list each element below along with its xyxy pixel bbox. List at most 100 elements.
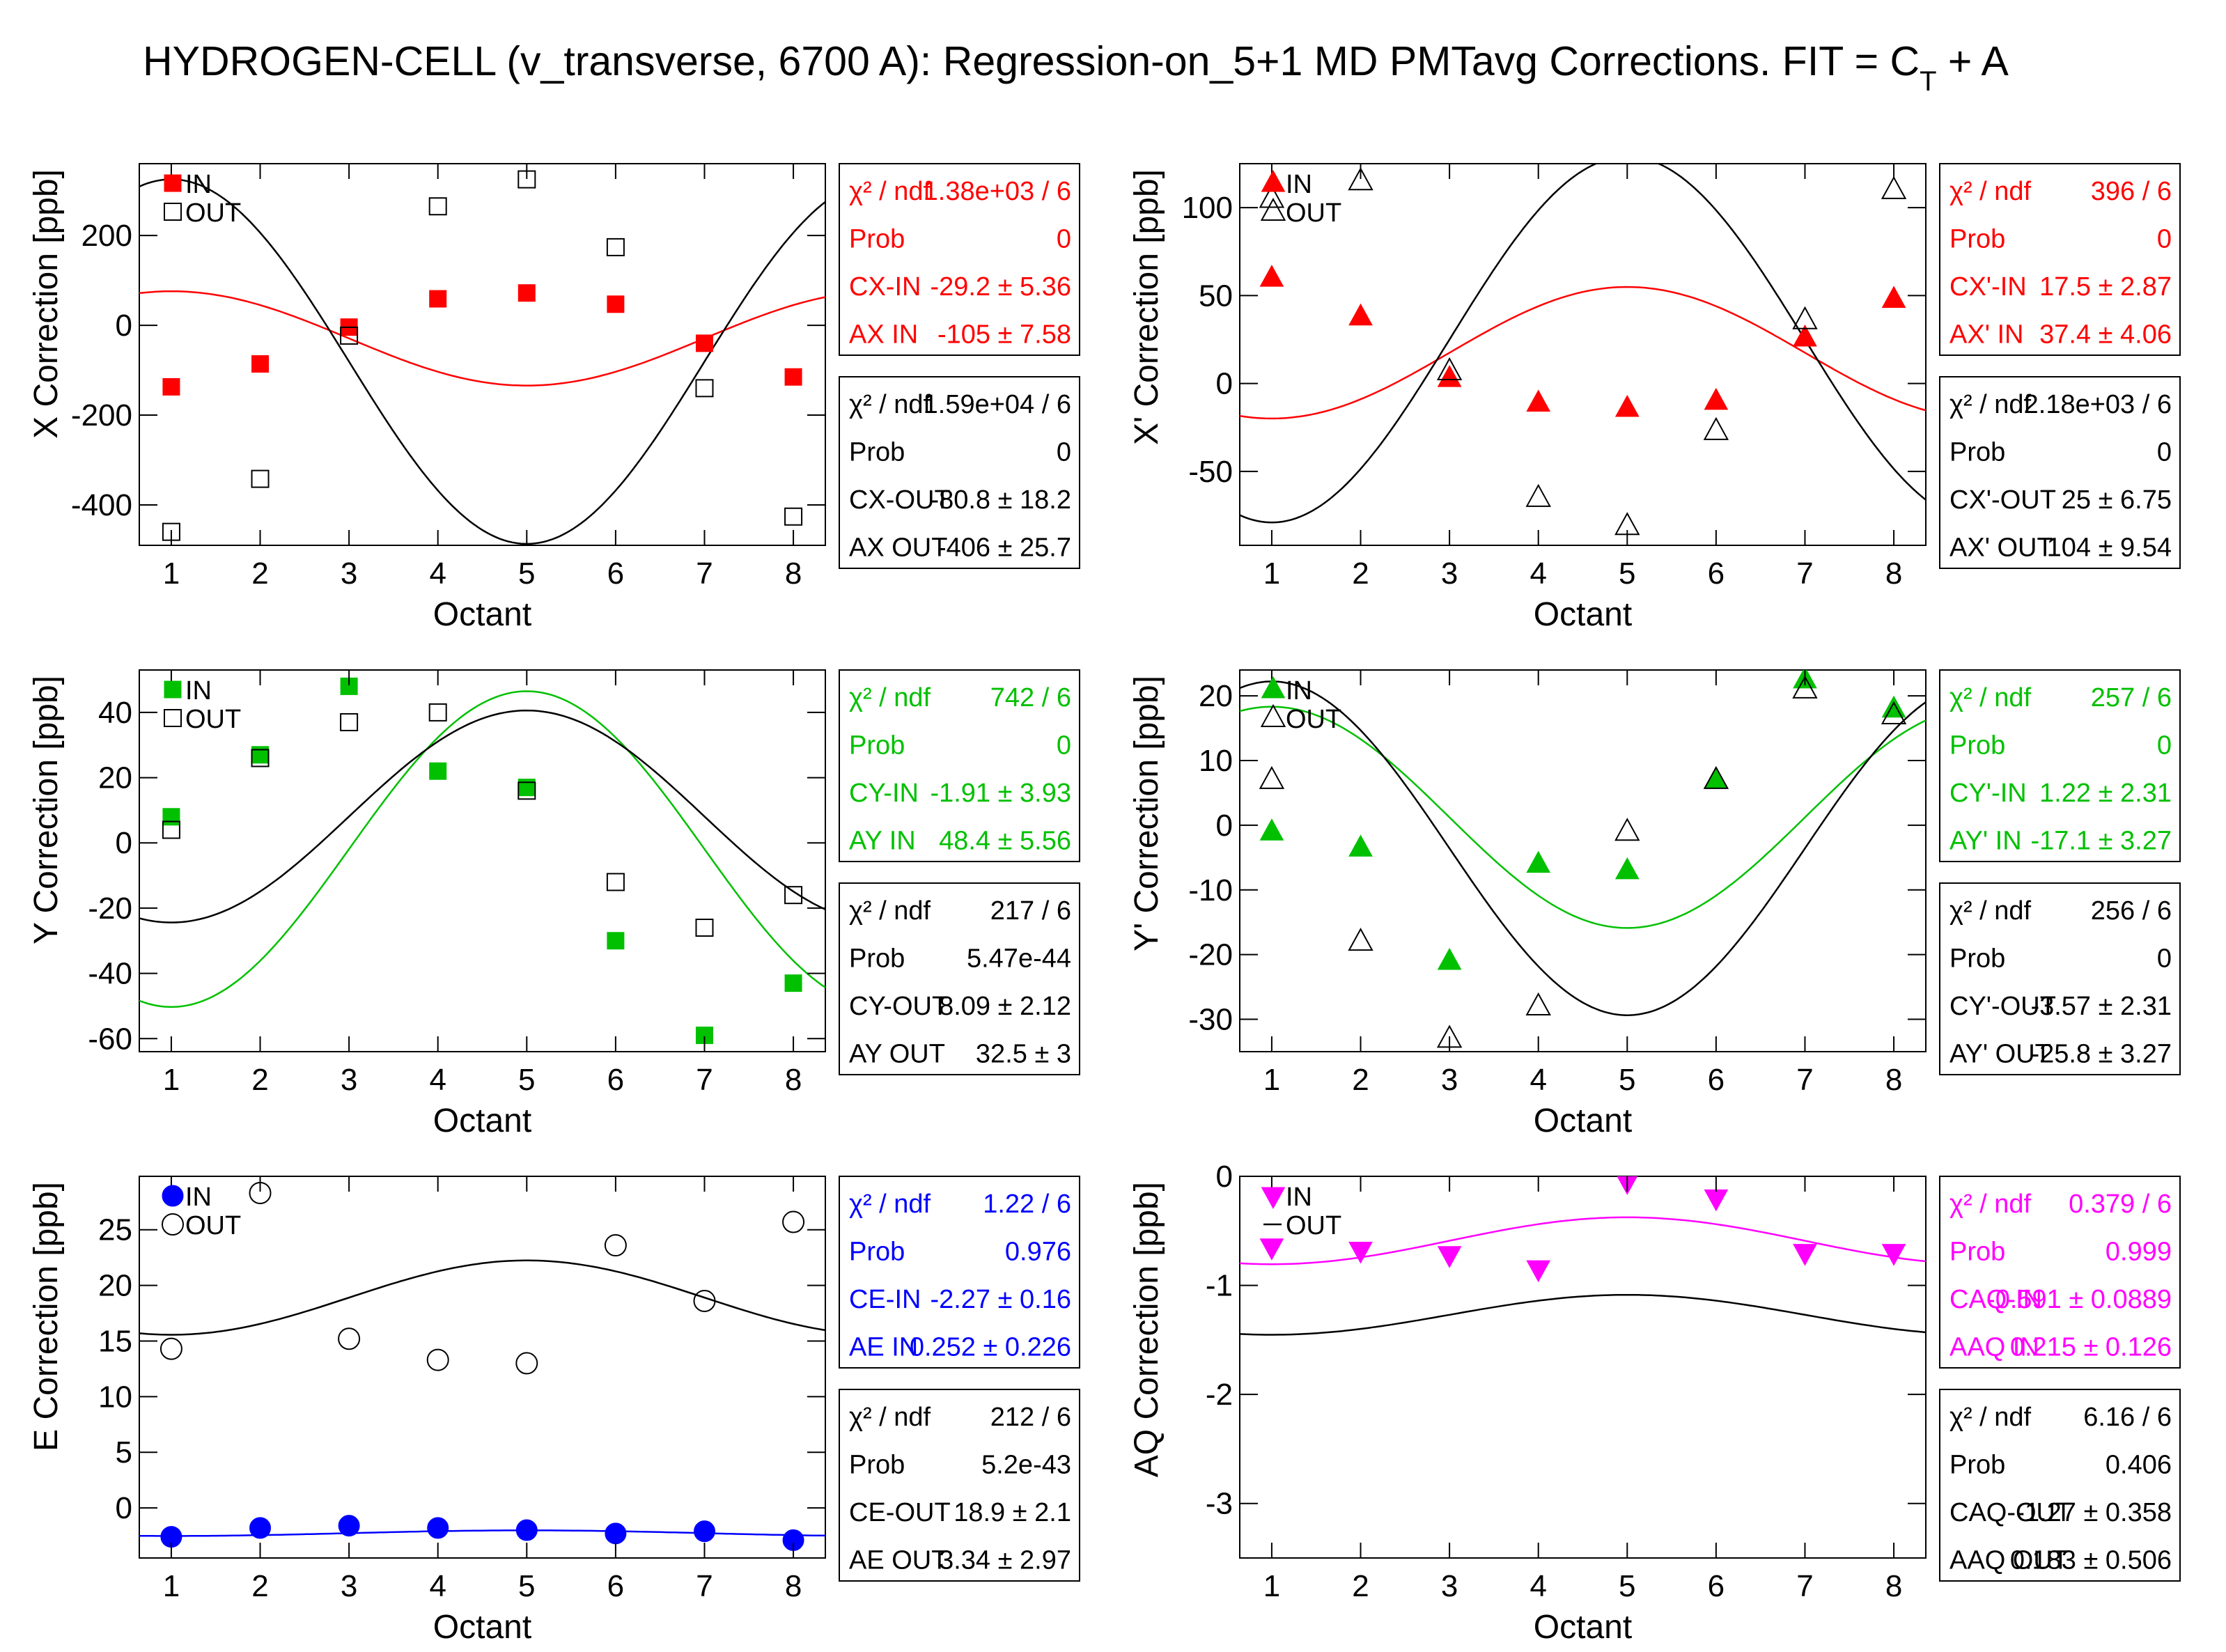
y-axis-label: AQ Correction [ppb] [1128,1182,1165,1477]
stat-value: 0.999 [2106,1238,2172,1267]
y-tick-label: 5 [116,1435,132,1470]
x-tick-label: 1 [163,1063,180,1097]
y-tick-label: 100 [1182,191,1233,225]
data-point-in [429,290,447,308]
stat-value: 742 / 6 [990,683,1071,712]
data-point-in [162,808,180,826]
data-point-in [693,1520,715,1543]
chart-panel-e: 1 2 3 4 5 6 7 8 0 5 10 15 20 25 Octant E Correction [pp… [28,1176,1080,1646]
y-tick-label: 25 [98,1213,132,1247]
stat-value: 0 [1057,438,1071,467]
y-tick-label: 0 [116,309,132,343]
data-point-out [695,379,714,398]
data-point-out [340,326,359,345]
data-point-out [606,873,625,891]
y-tick-label: 0 [1216,809,1233,843]
data-point-out [1259,765,1285,789]
stat-value: 1.38e+03 / 6 [924,177,1071,206]
stat-label: CX-OUT [849,485,951,515]
plot-frame [1239,163,1927,546]
data-point-in [1704,387,1729,410]
data-point-out [1436,357,1463,380]
stat-value: -29.2 ± 5.36 [930,272,1071,302]
stat-label: χ² / ndf [849,1403,931,1432]
y-tick-label: -3 [1206,1487,1233,1521]
data-point-out [517,781,536,800]
stat-box-frame [1939,1176,2181,1369]
x-axis-label: Octant [1534,596,1632,633]
data-point-out [1881,701,1907,725]
stat-label: CX'-OUT [1949,485,2056,515]
stat-box: χ² / ndf 1.22 / 6 Prob 0.976 CE-IN -2.27 ± 0.… [839,1176,1080,1369]
stat-box-frame [1939,376,2181,569]
stat-value: -25.8 ± 3.27 [2030,1040,2172,1069]
fit-curve-in [1240,706,1926,929]
stat-box-frame [1939,1389,2181,1582]
data-point-in [515,1519,538,1541]
x-tick-label: 2 [1352,1569,1369,1603]
stat-label: χ² / ndf [1949,896,2032,926]
x-axis-label: Octant [433,596,531,633]
y-tick-label: -20 [88,891,132,926]
fit-curve-in [1240,1216,1926,1265]
stat-value: -80.8 ± 18.2 [930,485,1071,515]
stat-label: χ² / ndf [1949,1403,2032,1432]
stat-value: -2.27 ± 0.16 [930,1285,1071,1314]
data-point-in [607,295,625,313]
stat-label: χ² / ndf [849,896,931,926]
stat-label: CY-IN [849,779,919,808]
stat-value: 0.379 / 6 [2069,1190,2172,1219]
stat-value: 1.22 ± 2.31 [2039,779,2172,808]
figure-title-subscript: T [1920,66,1936,97]
data-point-in [1259,265,1284,287]
figure-title: HYDROGEN-CELL (v_transverse, 6700 A): Re… [143,38,2009,97]
x-tick-label: 7 [1796,556,1813,591]
chart-panel-yp: 1 2 3 4 5 6 7 8 -30 -20 -10 0 10 20 Octant Y' Correctio… [1128,669,2181,1139]
stat-label: χ² / ndf [1949,177,2032,206]
stat-value: -1.91 ± 3.93 [930,779,1071,808]
data-point-in [427,1517,449,1539]
stat-box: χ² / ndf 6.16 / 6 Prob 0.406 CAQ-OUT-1.27 ± … [1939,1389,2181,1582]
data-point-out [1792,306,1818,329]
data-point-out [1703,416,1729,440]
legend-marker-in [1261,676,1286,699]
stat-value: -0.591 ± 0.0889 [1986,1285,2172,1314]
legend-label-in: IN [1286,676,1312,706]
x-tick-label: 6 [1708,1063,1725,1097]
stat-label: AX' IN [1949,320,2024,350]
x-tick-label: 8 [785,556,802,591]
plot-area [1240,164,1926,536]
data-point-in [1526,850,1551,873]
fit-curve-out [1240,680,1926,1016]
stat-value: 0.976 [1005,1238,1071,1267]
stat-value: 0.406 [2106,1451,2172,1480]
stat-label: CX-IN [849,272,921,302]
data-point-out [426,1348,449,1371]
stat-value: 25 ± 6.75 [2062,485,2172,515]
stat-label: CY-OUT [849,992,948,1021]
data-point-in [1881,1244,1906,1266]
stat-value: 17.5 ± 2.87 [2039,272,2172,302]
x-axis-label: Octant [433,1609,531,1646]
stat-label: AX IN [849,320,918,350]
stat-label: Prob [849,438,905,467]
stat-value: -3.57 ± 2.31 [2030,992,2172,1021]
fit-curve-in [139,1529,825,1537]
x-tick-label: 3 [1441,1063,1458,1097]
x-tick-label: 7 [1796,1569,1813,1603]
data-point-in [251,355,270,373]
chart-panel-y: 1 2 3 4 5 6 7 8 -60 -40 -20 0 20 40 Octant Y Correction… [28,669,1080,1139]
data-point-in [1348,1241,1373,1264]
y-tick-label: 10 [98,1380,132,1414]
chart-panel-aq: 1 2 3 4 5 6 7 8 -3 -2 -1 0 Octant AQ Correction [ppb]… [1128,1160,2181,1646]
plot-frame [1239,1176,1927,1559]
legend-label-in: IN [1286,1183,1312,1212]
x-axis-label: Octant [1534,1609,1632,1646]
stat-label: CY'-OUT [1949,992,2056,1021]
stat-value: 3.34 ± 2.97 [939,1546,1071,1575]
stat-value: -1.27 ± 0.358 [2016,1498,2172,1527]
plot-area [1240,1176,1926,1336]
stat-box-frame [1939,163,2181,356]
data-point-out [1348,167,1373,191]
